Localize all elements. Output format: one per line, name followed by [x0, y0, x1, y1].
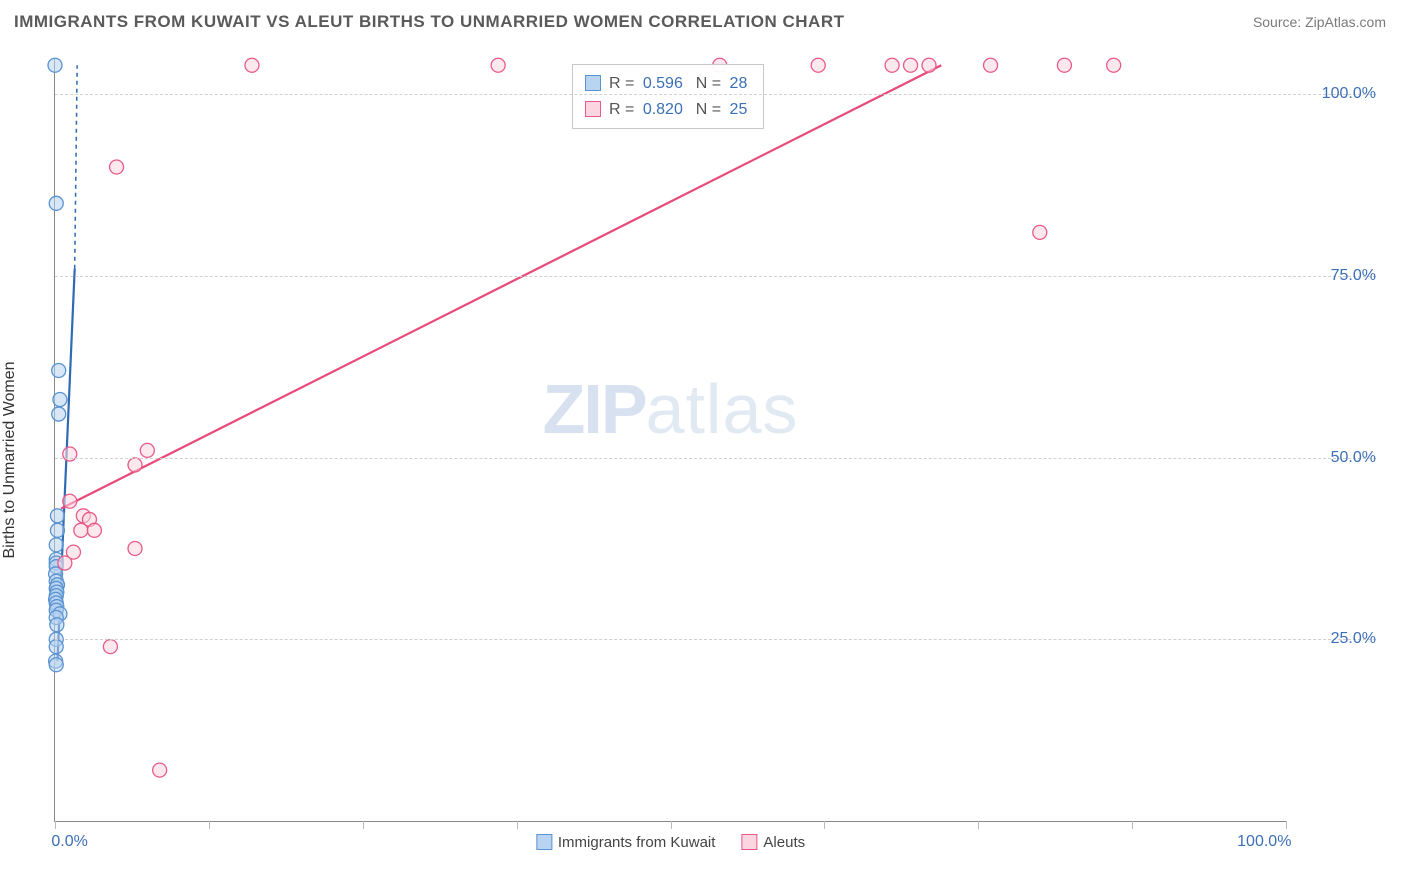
- y-tick-label: 75.0%: [1296, 267, 1376, 285]
- data-point[interactable]: [52, 407, 66, 421]
- legend-item: Immigrants from Kuwait: [536, 834, 716, 851]
- data-point[interactable]: [63, 447, 77, 461]
- data-point[interactable]: [49, 658, 63, 672]
- x-tick: [209, 821, 210, 829]
- data-point[interactable]: [49, 538, 63, 552]
- data-point[interactable]: [50, 618, 64, 632]
- data-point[interactable]: [153, 763, 167, 777]
- legend-label: Immigrants from Kuwait: [558, 834, 716, 851]
- data-point[interactable]: [49, 640, 63, 654]
- legend-swatch: [536, 834, 552, 850]
- gridline-h: [55, 276, 1376, 277]
- trend-line-dashed: [75, 65, 77, 268]
- n-value: 25: [730, 101, 748, 118]
- n-label: N =: [696, 75, 726, 92]
- n-label: N =: [696, 101, 726, 118]
- trend-line: [61, 65, 941, 508]
- data-point[interactable]: [87, 523, 101, 537]
- x-tick: [978, 821, 979, 829]
- data-point[interactable]: [1107, 58, 1121, 72]
- x-tick: [363, 821, 364, 829]
- data-point[interactable]: [58, 556, 72, 570]
- data-point[interactable]: [74, 523, 88, 537]
- legend-swatch: [741, 834, 757, 850]
- x-tick: [55, 821, 56, 829]
- r-label: R =: [609, 101, 639, 118]
- chart-container: Births to Unmarried Women ZIPatlas R = 0…: [14, 48, 1386, 872]
- data-point[interactable]: [48, 58, 62, 72]
- data-point[interactable]: [140, 443, 154, 457]
- data-point[interactable]: [53, 393, 67, 407]
- data-point[interactable]: [63, 494, 77, 508]
- x-tick: [671, 821, 672, 829]
- plot-area: ZIPatlas R = 0.596 N = 28R = 0.820 N = 2…: [54, 58, 1286, 822]
- x-tick-label: 100.0%: [1237, 833, 1291, 851]
- r-value: 0.596: [643, 75, 683, 92]
- gridline-h: [55, 458, 1376, 459]
- y-tick-label: 50.0%: [1296, 449, 1376, 467]
- data-point[interactable]: [50, 509, 64, 523]
- data-point[interactable]: [52, 363, 66, 377]
- x-legend: Immigrants from Kuwait Aleuts: [536, 834, 805, 851]
- x-tick: [1132, 821, 1133, 829]
- gridline-h: [55, 639, 1376, 640]
- r-label: R =: [609, 75, 639, 92]
- data-point[interactable]: [245, 58, 259, 72]
- data-point[interactable]: [50, 523, 64, 537]
- correlation-legend-box: R = 0.596 N = 28R = 0.820 N = 25: [572, 64, 764, 129]
- data-point[interactable]: [128, 458, 142, 472]
- x-tick: [824, 821, 825, 829]
- source-label: Source: ZipAtlas.com: [1253, 14, 1386, 30]
- x-tick: [1286, 821, 1287, 829]
- data-point[interactable]: [491, 58, 505, 72]
- data-point[interactable]: [811, 58, 825, 72]
- corr-legend-row: R = 0.596 N = 28: [585, 71, 751, 97]
- data-point[interactable]: [885, 58, 899, 72]
- y-tick-label: 25.0%: [1296, 630, 1376, 648]
- scatter-svg: [55, 58, 1286, 821]
- corr-legend-row: R = 0.820 N = 25: [585, 97, 751, 123]
- chart-title: IMMIGRANTS FROM KUWAIT VS ALEUT BIRTHS T…: [14, 12, 844, 32]
- y-tick-label: 100.0%: [1296, 85, 1376, 103]
- data-point[interactable]: [128, 542, 142, 556]
- r-value: 0.820: [643, 101, 683, 118]
- data-point[interactable]: [49, 196, 63, 210]
- gridline-h: [55, 94, 1376, 95]
- data-point[interactable]: [984, 58, 998, 72]
- legend-label: Aleuts: [763, 834, 805, 851]
- x-tick-label: 0.0%: [51, 833, 87, 851]
- data-point[interactable]: [1057, 58, 1071, 72]
- data-point[interactable]: [103, 640, 117, 654]
- data-point[interactable]: [110, 160, 124, 174]
- data-point[interactable]: [1033, 225, 1047, 239]
- data-point[interactable]: [922, 58, 936, 72]
- data-point[interactable]: [904, 58, 918, 72]
- y-axis-label: Births to Unmarried Women: [1, 361, 19, 558]
- x-tick: [517, 821, 518, 829]
- legend-item: Aleuts: [741, 834, 805, 851]
- corr-swatch: [585, 101, 601, 117]
- n-value: 28: [730, 75, 748, 92]
- corr-swatch: [585, 75, 601, 91]
